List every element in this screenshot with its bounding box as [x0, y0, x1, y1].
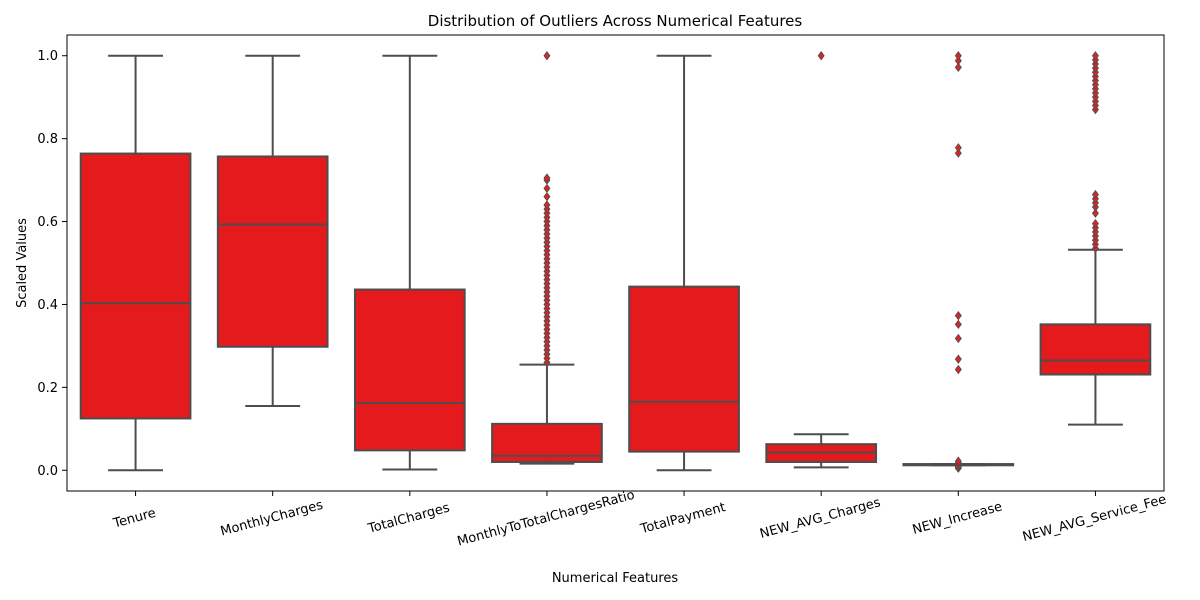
box-body	[216, 155, 329, 348]
outlier-point	[954, 51, 962, 61]
outlier-point	[954, 62, 962, 73]
outlier-point	[954, 354, 962, 364]
box-1	[216, 54, 329, 408]
x-tick-label: MonthlyCharges	[219, 498, 325, 540]
outlier-point	[1091, 189, 1099, 200]
box-5	[765, 433, 878, 469]
y-axis-label: Scaled Values	[15, 218, 30, 308]
x-axis: Tenure MonthlyCharges TotalCharges MonthlyT…	[111, 488, 1168, 550]
y-tick-label: 0.0	[37, 464, 58, 479]
outlier-point	[817, 51, 825, 61]
outlier-point	[954, 148, 962, 158]
outlier-point	[543, 200, 551, 210]
outliers-layer	[543, 51, 1099, 473]
axes-frame	[66, 34, 1165, 492]
outlier-point	[1091, 51, 1099, 61]
x-tick-label: MonthlyToTotalChargesRatio	[456, 488, 637, 550]
outlier-point	[543, 192, 551, 202]
x-axis-label: Numerical Features	[552, 571, 679, 586]
outlier-point	[954, 333, 962, 344]
x-tick-label: NEW_AVG_Charges	[758, 495, 882, 542]
x-tick-label: TotalPayment	[638, 500, 727, 537]
chart-title: Distribution of Outliers Across Numerica…	[428, 12, 803, 30]
box-body	[353, 288, 466, 452]
box-2	[353, 54, 466, 471]
x-tick-label: NEW_Increase	[911, 499, 1004, 537]
x-tick-label: Tenure	[111, 506, 158, 532]
y-tick-label: 0.2	[37, 381, 58, 396]
y-tick-label: 0.6	[37, 215, 58, 230]
box-body	[1039, 323, 1152, 376]
outlier-point	[954, 319, 962, 330]
outlier-point	[954, 56, 962, 66]
box-0	[79, 54, 192, 472]
y-axis: 0.0 0.2 0.4 0.6 0.8 1.0	[37, 49, 67, 479]
boxes-layer	[79, 54, 1152, 472]
outlier-point	[954, 456, 962, 466]
x-tick-label: TotalCharges	[366, 500, 452, 536]
box-body	[628, 285, 740, 453]
box-4	[628, 54, 740, 472]
outlier-point	[543, 173, 551, 183]
box-3	[491, 363, 603, 465]
y-tick-label: 0.4	[37, 298, 58, 313]
box-7	[1039, 248, 1152, 426]
y-tick-label: 0.8	[37, 132, 58, 147]
outlier-point	[954, 143, 962, 153]
outlier-point	[543, 51, 551, 61]
outlier-point	[1091, 208, 1099, 218]
y-tick-label: 1.0	[37, 49, 58, 64]
outlier-point	[954, 310, 962, 321]
outlier-point	[954, 364, 962, 375]
box-body	[79, 152, 192, 420]
outlier-point	[1091, 218, 1099, 229]
outlier-point	[543, 183, 551, 194]
x-tick-label: NEW_AVG_Service_Fee	[1021, 492, 1168, 545]
